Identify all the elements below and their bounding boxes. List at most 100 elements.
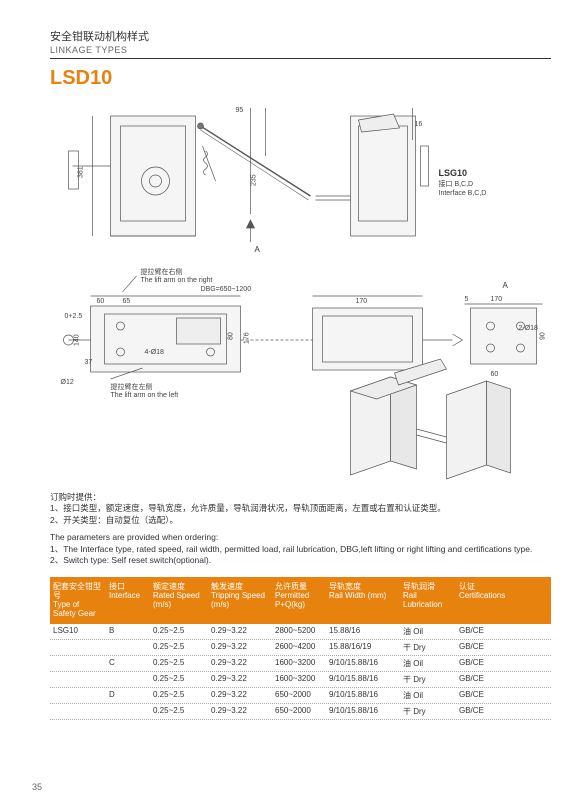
cell-load: 1600~3200 [272, 656, 326, 671]
cell-cert: GB/CE [456, 672, 516, 687]
technical-diagram: 381 95 235 16 A LSG10 接口 B,C,D Interface… [50, 96, 551, 486]
lift-arm-right-cn: 提拉臂在右侧 [141, 267, 183, 276]
header-title-en: LINKAGE TYPES [50, 45, 551, 59]
dim-2phi18: 2-Ø18 [519, 325, 539, 332]
th-trip-cn: 触发速度 [211, 582, 243, 591]
cell-cert: GB/CE [456, 640, 516, 655]
dim-4phi18: 4-Ø18 [145, 349, 165, 356]
cell-lube: 油 Oil [400, 624, 456, 639]
cell-rated: 0.25~2.5 [150, 704, 208, 719]
th-type-cn: 配套安全钳型号 [53, 582, 101, 600]
th-rail-en: Rail Width (mm) [329, 591, 386, 600]
cell-rail: 9/10/15.88/16 [326, 704, 400, 719]
dim-60: 60 [97, 298, 105, 305]
cell-rail: 15.88/16/19 [326, 640, 400, 655]
cell-rail: 15.88/16 [326, 624, 400, 639]
cell-rated: 0.25~2.5 [150, 688, 208, 703]
lsg10-iface-en: Interface B,C,D [439, 190, 487, 197]
cell-lube: 油 Oil [400, 656, 456, 671]
cell-trip: 0.29~3.22 [208, 672, 272, 687]
cell-trip: 0.29~3.22 [208, 656, 272, 671]
cell-cert: GB/CE [456, 704, 516, 719]
cell-rail: 9/10/15.88/16 [326, 672, 400, 687]
header-title-cn: 安全钳联动机构样式 [50, 28, 551, 44]
table-header: 配套安全钳型号Type of Safety Gear 接口Interface 额… [50, 577, 551, 624]
dim-80: 80 [228, 332, 235, 340]
cell-load: 2800~5200 [272, 624, 326, 639]
notes-cn-1: 1、接口类型，额定速度，导轨宽度，允许质量，导轨润滑状况，导轨顶面距离，左置或右… [50, 503, 551, 514]
lift-arm-left-cn: 提拉臂在左侧 [111, 382, 153, 391]
dbg-range: DBG=650~1200 [201, 286, 252, 293]
notes-cn-intro: 订购时提供： [50, 492, 551, 503]
cell-iface [106, 640, 150, 655]
dim-176: 176 [244, 332, 251, 344]
dim-phi12: Ø12 [61, 379, 74, 386]
th-iface-cn: 接口 [109, 582, 125, 591]
notes-en-intro: The parameters are provided when orderin… [50, 532, 551, 543]
cell-cert: GB/CE [456, 656, 516, 671]
th-trip-en: Tripping Speed (m/s) [211, 591, 265, 609]
table-row: 0.25~2.50.29~3.221600~32009/10/15.88/16干… [50, 672, 551, 688]
cell-type [50, 688, 106, 703]
cell-rated: 0.25~2.5 [150, 640, 208, 655]
section-a-arrow: A [255, 245, 261, 254]
cell-load: 1600~3200 [272, 672, 326, 687]
cell-rail: 9/10/15.88/16 [326, 656, 400, 671]
th-lube-en: Rail Lubrication [403, 591, 442, 609]
th-rated-cn: 额定速度 [153, 582, 185, 591]
cell-type [50, 704, 106, 719]
cell-trip: 0.29~3.22 [208, 688, 272, 703]
dim-95: 95 [236, 107, 244, 114]
cell-rated: 0.25~2.5 [150, 624, 208, 639]
th-cert-en: Certifications [459, 591, 505, 600]
lift-arm-right-en: The lift arm on the right [141, 277, 213, 284]
th-load-cn: 允许质量 [275, 582, 307, 591]
cell-type: LSG10 [50, 624, 106, 639]
cell-lube: 干 Dry [400, 704, 456, 719]
dim-16: 16 [415, 121, 423, 128]
cell-iface: B [106, 624, 150, 639]
th-rated-en: Rated Speed (m/s) [153, 591, 200, 609]
dim-5: 5 [465, 296, 469, 303]
th-cert-cn: 认证 [459, 582, 475, 591]
lsg10-label: LSG10 [439, 168, 468, 178]
spec-table: 配套安全钳型号Type of Safety Gear 接口Interface 额… [50, 577, 551, 720]
cell-cert: GB/CE [456, 688, 516, 703]
th-lube-cn: 导轨润滑 [403, 582, 435, 591]
cell-trip: 0.29~3.22 [208, 640, 272, 655]
cell-trip: 0.29~3.22 [208, 624, 272, 639]
dim-25: 0+2.5 [65, 313, 83, 320]
dim-235: 235 [251, 174, 258, 186]
table-row: D0.25~2.50.29~3.22650~20009/10/15.88/16油… [50, 688, 551, 704]
dim-170: 170 [356, 298, 368, 305]
cell-type [50, 640, 106, 655]
cell-rated: 0.25~2.5 [150, 672, 208, 687]
dim-170b: 170 [491, 296, 503, 303]
cell-load: 650~2000 [272, 688, 326, 703]
dim-90: 90 [540, 332, 547, 340]
th-load-en: Permitted P+Q(kg) [275, 591, 309, 609]
dim-60b: 60 [491, 371, 499, 378]
notes-en-2: 2、Switch type: Self reset switch(optiona… [50, 555, 551, 566]
lsg10-iface-cn: 接口 B,C,D [439, 179, 474, 188]
cell-load: 2600~4200 [272, 640, 326, 655]
dim-381: 381 [78, 166, 85, 178]
section-a-title: A [503, 281, 509, 290]
table-row: LSG10B0.25~2.50.29~3.222800~520015.88/16… [50, 624, 551, 640]
cell-type [50, 672, 106, 687]
cell-iface [106, 672, 150, 687]
lift-arm-left-en: The lift arm on the left [111, 392, 179, 399]
table-row: C0.25~2.50.29~3.221600~32009/10/15.88/16… [50, 656, 551, 672]
table-row: 0.25~2.50.29~3.222600~420015.88/16/19干 D… [50, 640, 551, 656]
cell-type [50, 656, 106, 671]
cell-iface [106, 704, 150, 719]
cell-lube: 干 Dry [400, 640, 456, 655]
notes-cn-2: 2、开关类型：自动复位（选配）。 [50, 515, 551, 526]
cell-load: 650~2000 [272, 704, 326, 719]
cell-iface: D [106, 688, 150, 703]
cell-rated: 0.25~2.5 [150, 656, 208, 671]
model-number: LSD10 [50, 67, 551, 90]
dim-65: 65 [123, 298, 131, 305]
dim-140: 140 [74, 334, 81, 346]
table-row: 0.25~2.50.29~3.22650~20009/10/15.88/16干 … [50, 704, 551, 720]
